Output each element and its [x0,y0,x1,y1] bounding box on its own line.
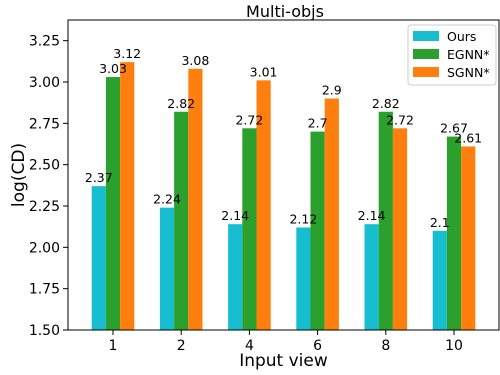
y-tick-label: 3.25 [29,34,60,50]
bar-ours [364,224,379,330]
x-tick-label: 6 [313,338,322,354]
bar-ours [296,227,311,330]
data-label: 2.12 [289,211,317,226]
data-label: 2.82 [372,96,400,111]
bar-sgnn [120,62,135,330]
chart-title: Multi-objs [246,2,324,21]
data-label: 3.12 [113,46,141,61]
x-axis-title: Input view [239,351,328,371]
bar-egnn [446,136,462,330]
bar-sgnn [188,68,203,331]
bar-egnn [242,128,257,330]
data-label: 2.1 [430,215,450,230]
y-axis: 1.50 1.75 2.00 2.25 2.50 2.75 3.00 3.25 [29,34,68,339]
data-label: 2.72 [235,112,263,127]
bar-ours [159,207,175,330]
data-label: 2.82 [167,96,195,111]
x-tick-label: 1 [109,338,118,354]
data-label: 2.7 [308,116,328,131]
legend-label: SGNN* [447,65,490,80]
bar-sgnn [392,128,408,330]
bar-egnn [174,111,189,330]
bar-egnn [105,77,121,330]
y-tick-label: 2.75 [29,116,60,132]
data-label: 2.24 [153,192,181,207]
y-tick-label: 2.00 [29,240,60,256]
y-tick-label: 2.25 [29,199,60,215]
legend-swatch [413,49,439,59]
x-axis: 1 2 4 6 8 10 [109,330,463,354]
bar-sgnn [324,98,339,331]
x-tick-label: 10 [445,338,463,354]
data-label: 2.67 [440,121,468,136]
bar-ours [228,224,243,330]
data-label: 3.01 [250,64,278,79]
data-label: 2.14 [221,208,249,223]
bar-ours [432,230,447,330]
y-tick-label: 1.75 [29,282,60,298]
bar-egnn [378,111,393,330]
plot-frame [67,19,500,331]
data-label: 2.61 [454,130,482,145]
legend-label: Ours [447,29,476,44]
legend-swatch [413,67,439,77]
data-label: 3.03 [99,61,127,76]
bar-sgnn [461,146,476,330]
y-tick-label: 1.50 [29,323,60,339]
y-axis-title: log(CD) [9,143,29,207]
legend: Ours EGNN* SGNN* [407,24,497,86]
value-labels-layer: 2.373.033.122.242.823.082.142.723.012.12… [85,46,482,230]
y-tick-label: 3.00 [29,75,60,91]
x-tick-label: 8 [381,338,390,354]
bar-ours [91,186,106,330]
data-label: 2.37 [85,170,113,185]
bar-egnn [310,131,325,330]
bar-sgnn [256,80,271,330]
legend-swatch [413,31,439,41]
x-tick-label: 4 [245,338,254,354]
data-label: 2.72 [386,112,414,127]
data-label: 2.14 [358,208,386,223]
data-label: 2.9 [322,83,342,98]
y-tick-label: 2.50 [29,158,60,174]
bars-layer [91,62,476,331]
legend-label: EGNN* [447,47,490,62]
data-label: 3.08 [181,53,209,68]
x-tick-label: 2 [177,338,186,354]
